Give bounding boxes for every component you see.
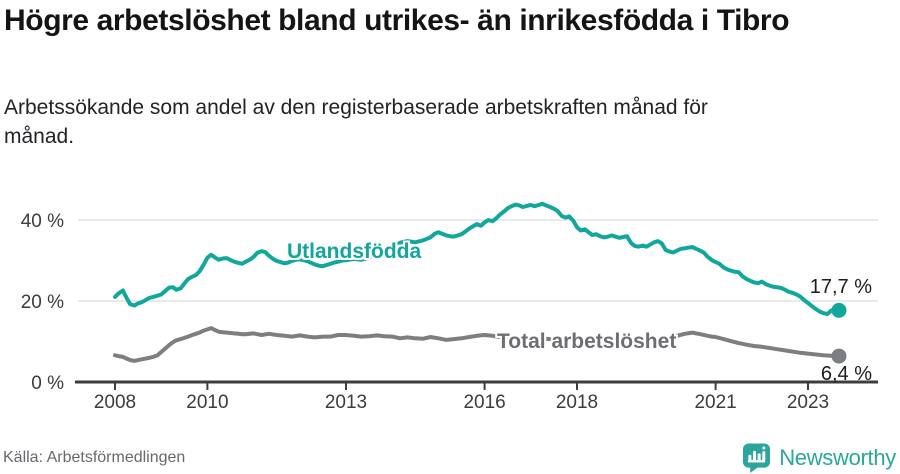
series-line-1 [113, 201, 841, 316]
page-subtitle: Arbetssökande som andel av den registerb… [4, 96, 708, 148]
end-value-utlandsfodda: 17,7 % [809, 276, 872, 298]
y-tick-label-0: 0 % [31, 373, 64, 394]
series-label-total-arbetsloshet: Total arbetslöshet [497, 330, 677, 353]
end-value-total-arbetsloshet: 6,4 % [820, 363, 872, 385]
x-tick-label-2018: 2018 [556, 392, 598, 413]
x-tick-label-2008: 2008 [94, 392, 136, 413]
x-tick-label-2021: 2021 [694, 392, 736, 413]
page-title: Högre arbetslöshet bland utrikes- än inr… [4, 4, 790, 37]
series-end-dot-1 [831, 302, 847, 318]
y-tick-label-40: 40 % [21, 211, 64, 232]
newsworthy-logo: Newsworthy [741, 442, 896, 473]
x-tick-label-2013: 2013 [325, 392, 367, 413]
series-label-utlandsfodda: Utlandsfödda [287, 240, 422, 263]
newsworthy-wordmark: Newsworthy [779, 444, 896, 470]
x-tick-label-2016: 2016 [463, 392, 505, 413]
series-end-dot-2 [831, 348, 847, 364]
x-tick-label-2023: 2023 [787, 392, 829, 413]
newsworthy-bubble-chart-icon [741, 442, 772, 473]
y-tick-label-20: 20 % [21, 292, 64, 313]
x-tick-label-2010: 2010 [186, 392, 228, 413]
series-line-2 [113, 326, 841, 363]
source-label: Källa: Arbetsförmedlingen [3, 449, 186, 466]
